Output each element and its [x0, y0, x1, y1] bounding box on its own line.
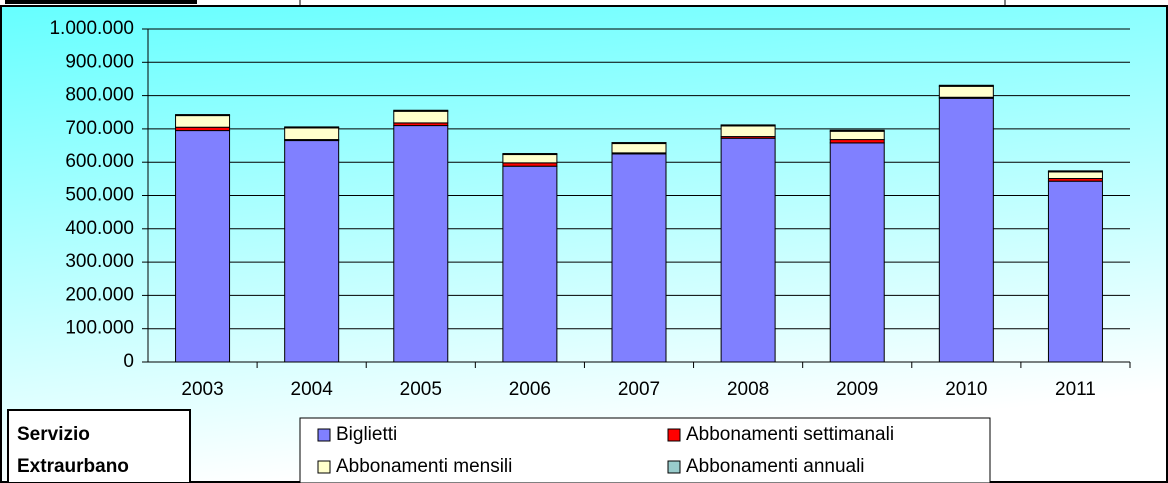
bar-segment: [938, 84, 994, 87]
bar-segment: [1047, 180, 1103, 363]
bar-segment: [611, 142, 667, 145]
legend-label: Abbonamenti mensili: [336, 456, 512, 477]
x-tick-label: 2005: [400, 379, 442, 400]
x-tick-label: 2010: [945, 379, 987, 400]
legend-box: [299, 417, 991, 483]
y-tick-label: 1.000.000: [49, 18, 134, 39]
y-tick-label: 0: [123, 351, 134, 372]
bar-segment: [1047, 170, 1103, 173]
bar-segment: [938, 97, 994, 363]
x-tick-label: 2004: [291, 379, 334, 400]
x-tick-label: 2008: [727, 379, 769, 400]
bar-segment: [720, 125, 776, 138]
y-tick-label: 900.000: [65, 51, 134, 72]
legend-swatch: [317, 460, 331, 474]
legend-swatch: [667, 428, 681, 442]
bar-segment: [284, 127, 340, 141]
y-tick-label: 800.000: [65, 85, 134, 106]
bar-segment: [829, 130, 885, 141]
bar-segment: [393, 109, 449, 112]
y-tick-label: 200.000: [65, 284, 134, 305]
annotation: Servizio: [17, 424, 90, 445]
bar-segment: [829, 129, 885, 132]
top-cell: [5, 0, 197, 4]
bar-segment: [502, 153, 558, 156]
bar-segment: [611, 143, 667, 154]
y-tick-label: 400.000: [65, 218, 134, 239]
x-tick-label: 2007: [618, 379, 660, 400]
bar-segment: [175, 115, 231, 128]
y-tick-label: 300.000: [65, 251, 134, 272]
y-tick-label: 100.000: [65, 318, 134, 339]
x-tick-label: 2009: [836, 379, 878, 400]
bar-segment: [720, 124, 776, 127]
y-tick-label: 700.000: [65, 118, 134, 139]
bar-segment: [1047, 171, 1103, 180]
bar-segment: [175, 114, 231, 117]
legend-swatch: [317, 428, 331, 442]
x-tick-label: 2006: [509, 379, 551, 400]
legend-swatch: [667, 460, 681, 474]
bar-segment: [284, 126, 340, 129]
bar-segment: [284, 140, 340, 363]
bar-segment: [393, 125, 449, 363]
bar-segment: [175, 130, 231, 363]
bar-segment: [393, 110, 449, 124]
annotation: Extraurbano: [17, 456, 129, 477]
bar-segment: [611, 153, 667, 363]
annotation-box: [7, 409, 191, 483]
top-strip: [0, 0, 1168, 6]
bar-segment: [938, 85, 994, 98]
y-tick-label: 500.000: [65, 185, 134, 206]
bar-segment: [502, 165, 558, 363]
legend-label: Abbonamenti settimanali: [686, 424, 894, 445]
bar-segment: [720, 137, 776, 363]
x-tick-label: 2003: [181, 379, 223, 400]
x-tick-label: 2011: [1055, 379, 1096, 400]
y-tick-label: 600.000: [65, 151, 134, 172]
legend-label: Abbonamenti annuali: [686, 456, 865, 477]
bar-segment: [829, 142, 885, 363]
bar-segment: [502, 154, 558, 164]
legend-label: Biglietti: [336, 424, 397, 445]
